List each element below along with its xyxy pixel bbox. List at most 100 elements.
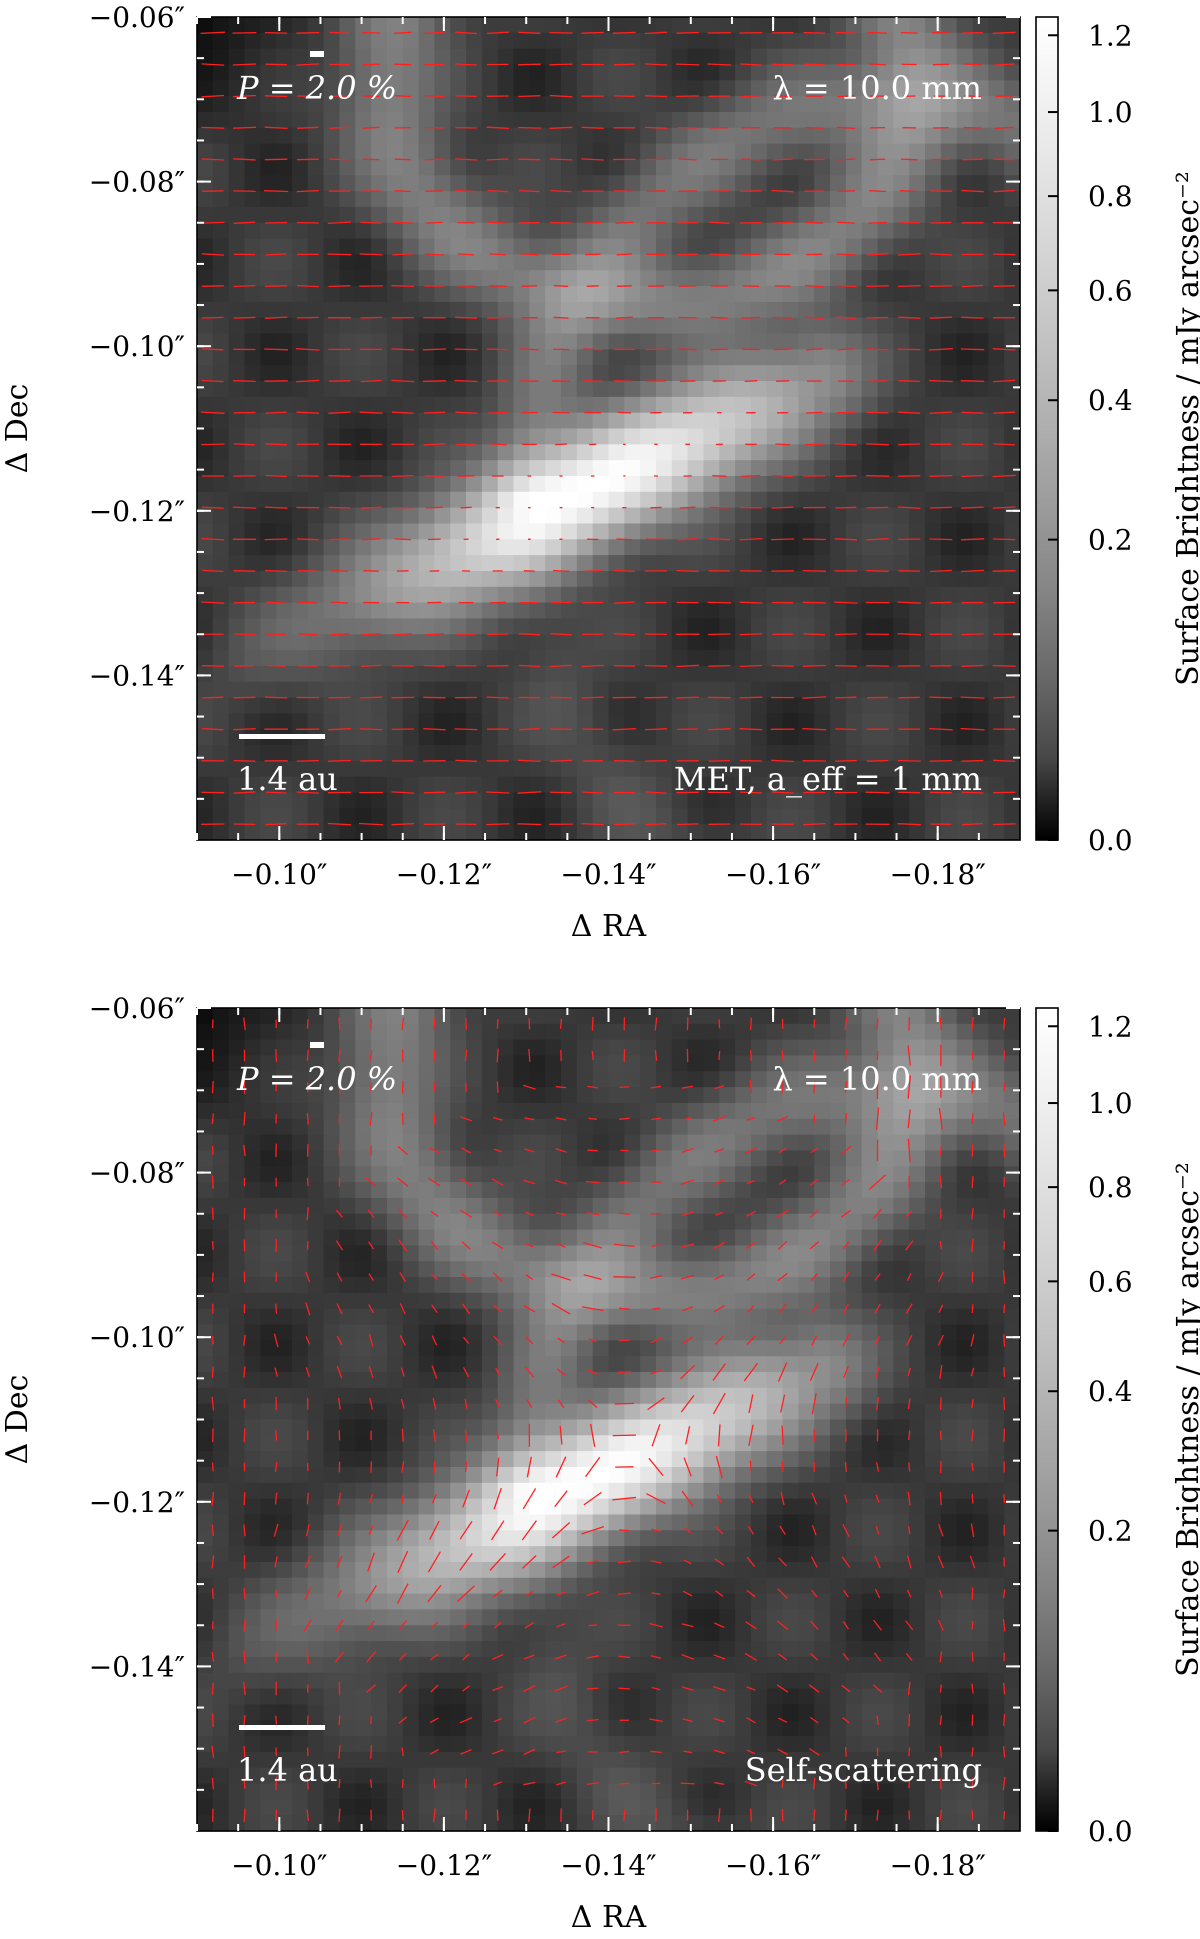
vector xyxy=(613,95,635,98)
vector xyxy=(971,1016,974,1031)
vector xyxy=(423,696,446,699)
vector xyxy=(587,1399,598,1408)
scale-bar-label: 1.4 au xyxy=(237,760,338,798)
vector xyxy=(869,1174,886,1190)
vector xyxy=(296,189,319,193)
vector xyxy=(275,1589,278,1598)
vector xyxy=(900,31,918,34)
vector xyxy=(459,1717,473,1724)
vector xyxy=(201,158,225,161)
vector xyxy=(432,1808,436,1823)
vector xyxy=(211,1207,214,1220)
vector xyxy=(360,221,382,224)
vector xyxy=(1002,1618,1006,1632)
vector xyxy=(939,1175,943,1189)
vector xyxy=(488,285,507,287)
vector xyxy=(677,538,698,541)
vector xyxy=(433,1018,436,1030)
vector xyxy=(243,1524,246,1537)
vector xyxy=(492,1210,503,1217)
vector xyxy=(645,823,667,826)
vector xyxy=(583,348,603,351)
vector xyxy=(433,1778,436,1789)
vector xyxy=(836,158,856,161)
vector xyxy=(201,253,225,256)
vector xyxy=(368,1304,375,1314)
vector xyxy=(993,411,1015,414)
vector xyxy=(715,1590,724,1597)
vector xyxy=(939,1684,942,1693)
vector xyxy=(837,94,855,98)
vector xyxy=(275,1049,278,1062)
vector xyxy=(939,1809,943,1821)
vector xyxy=(233,728,256,731)
vector xyxy=(907,1491,911,1506)
vector xyxy=(520,348,539,351)
vector xyxy=(428,1177,441,1187)
vector xyxy=(556,1242,566,1248)
vector xyxy=(335,1209,343,1218)
vector xyxy=(623,1809,626,1821)
vector xyxy=(265,253,287,256)
vector xyxy=(327,822,352,826)
vector xyxy=(748,1424,754,1447)
vector xyxy=(897,348,921,351)
vector xyxy=(939,1746,943,1758)
vector xyxy=(555,1212,567,1216)
vector xyxy=(714,1084,725,1090)
vector xyxy=(1003,1304,1006,1314)
vector xyxy=(588,1338,597,1343)
vector xyxy=(644,696,668,699)
vector xyxy=(328,727,351,731)
vector xyxy=(844,1746,847,1757)
vector xyxy=(745,1241,757,1250)
vector xyxy=(462,1653,470,1661)
vector xyxy=(777,1362,788,1382)
vector xyxy=(493,1718,502,1723)
vector xyxy=(265,411,287,414)
vector xyxy=(617,1371,632,1373)
polarization-vectors xyxy=(200,31,1016,826)
vector xyxy=(842,1621,849,1630)
vector xyxy=(336,1335,343,1346)
vector xyxy=(211,1175,214,1189)
vector xyxy=(961,411,984,414)
vector xyxy=(777,1115,789,1122)
vector xyxy=(233,696,256,699)
vector xyxy=(617,1560,632,1564)
vector xyxy=(583,221,603,224)
vector xyxy=(338,1397,341,1410)
vector xyxy=(866,506,889,509)
vector xyxy=(586,1718,599,1722)
vector xyxy=(613,190,635,193)
vector xyxy=(581,1525,605,1535)
vector xyxy=(552,569,570,573)
vector xyxy=(779,1525,786,1536)
vector xyxy=(676,31,699,34)
vector xyxy=(211,1462,214,1472)
vector xyxy=(873,1652,882,1662)
wavelength-label: λ = 10.0 mm xyxy=(772,69,982,107)
vector xyxy=(401,1080,404,1094)
vector xyxy=(969,1555,976,1569)
vector xyxy=(555,1086,567,1089)
vector xyxy=(266,664,286,668)
vector xyxy=(615,221,634,224)
vector xyxy=(523,1748,536,1755)
vector xyxy=(550,696,572,699)
vector xyxy=(368,1493,374,1504)
vector xyxy=(781,1425,784,1446)
x-tick-label: −0.16″ xyxy=(725,1849,821,1882)
vector xyxy=(367,1620,375,1630)
vector xyxy=(587,1149,598,1152)
vector xyxy=(264,348,289,351)
vector xyxy=(455,759,477,762)
vector xyxy=(742,348,760,351)
vector xyxy=(366,1651,377,1663)
vector xyxy=(211,1777,214,1790)
vector xyxy=(296,759,319,762)
vector xyxy=(201,443,225,446)
vector xyxy=(875,1366,880,1378)
vector xyxy=(297,570,318,572)
vector xyxy=(805,221,824,224)
